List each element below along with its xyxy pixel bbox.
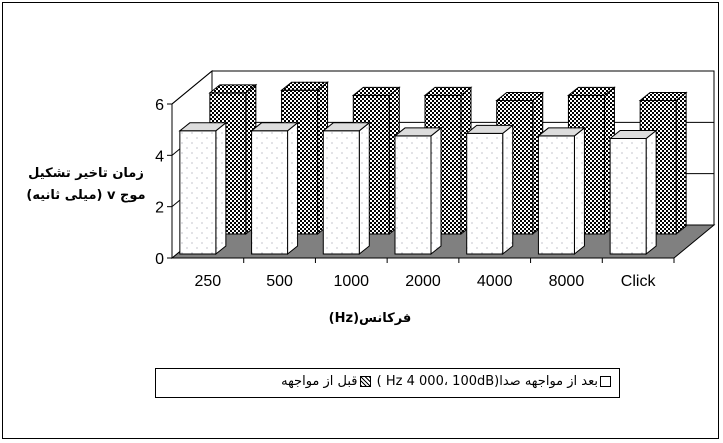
bar-before-500-top xyxy=(280,81,329,91)
bar-after-8000 xyxy=(537,126,586,256)
bar-after-Click-top xyxy=(608,130,658,139)
bar-after-4000-top xyxy=(465,124,515,134)
x-tick-label: 8000 xyxy=(549,273,585,290)
y-tick-label: 2 xyxy=(155,200,164,217)
x-tick-label: 4000 xyxy=(477,273,513,290)
bar-after-4000-front xyxy=(466,132,504,255)
bar-after-250-top xyxy=(178,122,228,132)
chart-frame xyxy=(2,2,719,439)
legend-entries: بعد از مواجهه صدا(Hz 4 000، 100dB ) قبل … xyxy=(281,374,613,389)
bar-after-1000-side xyxy=(358,121,370,256)
bar-after-Click-side xyxy=(645,129,657,256)
legend-swatch-after xyxy=(600,376,611,387)
bar-after-2000-side xyxy=(430,126,442,256)
x-axis-title: فرکانس(Hz) xyxy=(328,311,412,326)
legend-label-before: قبل از مواجهه xyxy=(281,374,358,389)
bar-after-8000-front xyxy=(537,135,575,255)
x-tick-label: 500 xyxy=(266,273,293,290)
x-tick-label: Click xyxy=(621,273,657,290)
y-tick-label: 6 xyxy=(155,97,164,114)
bar-before-4000-top xyxy=(495,92,545,102)
bar-before-Click-side xyxy=(675,91,687,236)
legend-swatch-before xyxy=(359,376,371,387)
y-axis-ticks: 0 2 4 6 xyxy=(155,97,173,268)
bar-after-2000-top xyxy=(393,127,443,137)
bar-after-2000 xyxy=(393,126,443,256)
bar-after-8000-top xyxy=(537,127,586,137)
x-tick-label: 2000 xyxy=(405,273,441,290)
bar-after-250 xyxy=(178,121,228,256)
bar-after-500-side xyxy=(287,121,299,256)
y-axis-title-line2: موج v (میلی ثانیه) xyxy=(26,188,146,203)
bar-before-1000-top xyxy=(351,86,401,96)
bar-before-2000-top xyxy=(423,86,473,96)
legend: بعد از مواجهه صدا(Hz 4 000، 100dB ) قبل … xyxy=(155,368,620,398)
y-tick-label: 4 xyxy=(155,148,164,165)
bar-before-250-top xyxy=(208,84,258,94)
bar-after-1000-top xyxy=(321,122,371,132)
x-tick-label: 250 xyxy=(195,273,222,290)
bar-before-Click-top xyxy=(638,92,688,102)
gridline-side xyxy=(171,70,213,105)
bar-before-8000-top xyxy=(567,86,616,96)
x-axis-ticks: 250 500 1000 2000 4000 8000 Click xyxy=(195,258,675,290)
y-axis-title-line1: زمان تاخیر تشکیل xyxy=(28,166,144,181)
bar-after-2000-front xyxy=(394,135,432,255)
bar-after-4000-side xyxy=(502,124,514,256)
bar-after-250-side xyxy=(215,121,227,256)
bar-after-1000-front xyxy=(322,130,360,255)
bar-after-250-front xyxy=(179,130,217,255)
bar-after-Click xyxy=(608,129,658,256)
y-tick-label: 0 xyxy=(155,251,164,268)
bar-after-8000-side xyxy=(573,126,585,256)
bars-after-series xyxy=(178,121,658,256)
x-tick-label: 1000 xyxy=(333,273,369,290)
bar-after-4000 xyxy=(465,124,515,256)
bar-after-1000 xyxy=(321,121,371,256)
legend-label-after: بعد از مواجهه صدا(Hz 4 000، 100dB ) xyxy=(376,374,598,389)
bar-after-500 xyxy=(250,121,299,256)
bar-after-Click-front xyxy=(609,138,647,255)
bar-after-500-top xyxy=(250,122,299,132)
bar-after-500-front xyxy=(251,130,289,255)
